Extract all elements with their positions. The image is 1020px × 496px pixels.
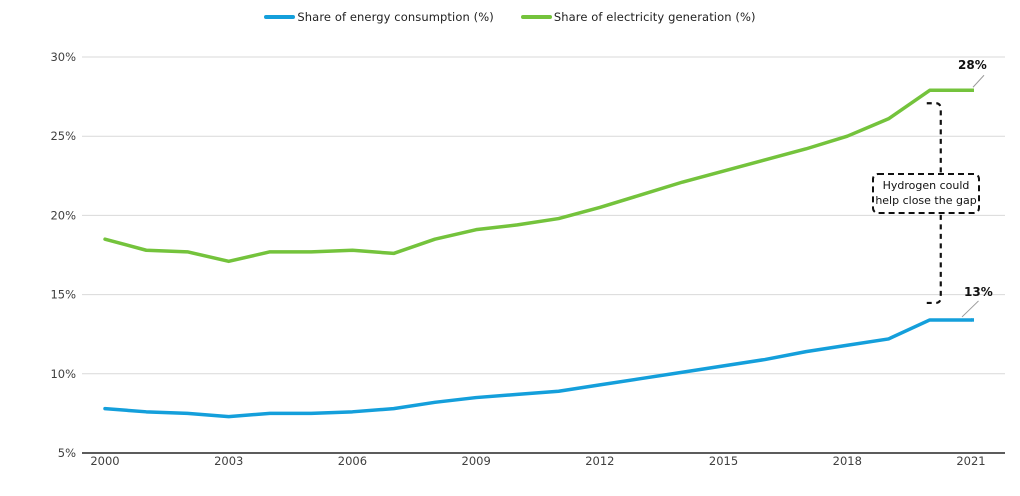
y-axis-tick-label: 5% <box>58 446 76 460</box>
energy-end-value-label: 13% <box>964 285 993 299</box>
electricity-line-swatch-icon <box>520 15 552 19</box>
gap-annotation-line1: Hydrogen could <box>882 179 970 193</box>
y-axis-tick-label: 15% <box>50 288 76 302</box>
y-axis-tick-label: 20% <box>50 208 76 222</box>
legend-item-electricity: Share of electricity generation (%) <box>520 10 756 24</box>
legend-label-electricity: Share of electricity generation (%) <box>553 10 756 24</box>
energy-line-swatch-icon <box>264 15 296 19</box>
x-axis-tick-label: 2009 <box>462 454 491 468</box>
x-axis-tick-label: 2021 <box>956 454 985 468</box>
x-axis-tick-label: 2006 <box>338 454 367 468</box>
x-axis-tick-label: 2012 <box>585 454 614 468</box>
electricity-end-value-label: 28% <box>958 58 987 72</box>
gap-annotation-line2: help close the gap <box>875 193 977 207</box>
energy-label-leader-line <box>961 300 979 318</box>
x-axis-tick-label: 2015 <box>709 454 738 468</box>
y-axis-tick-label: 10% <box>50 367 76 381</box>
electricity-generation-line <box>103 88 973 264</box>
x-axis-tick-label: 2003 <box>214 454 243 468</box>
energy-consumption-line <box>103 318 973 419</box>
legend-item-energy: Share of energy consumption (%) <box>264 10 494 24</box>
gap-dashed-line <box>926 102 942 305</box>
y-axis-tick-label: 30% <box>50 50 76 64</box>
x-axis-tick-label: 2018 <box>833 454 862 468</box>
gap-annotation-box: Hydrogen could help close the gap <box>872 173 980 214</box>
electricity-label-leader-line <box>972 74 985 88</box>
legend: Share of energy consumption (%) Share of… <box>0 10 1020 24</box>
x-axis-tick-label: 2000 <box>90 454 119 468</box>
y-axis-tick-label: 25% <box>50 129 76 143</box>
legend-label-energy: Share of energy consumption (%) <box>297 10 494 24</box>
